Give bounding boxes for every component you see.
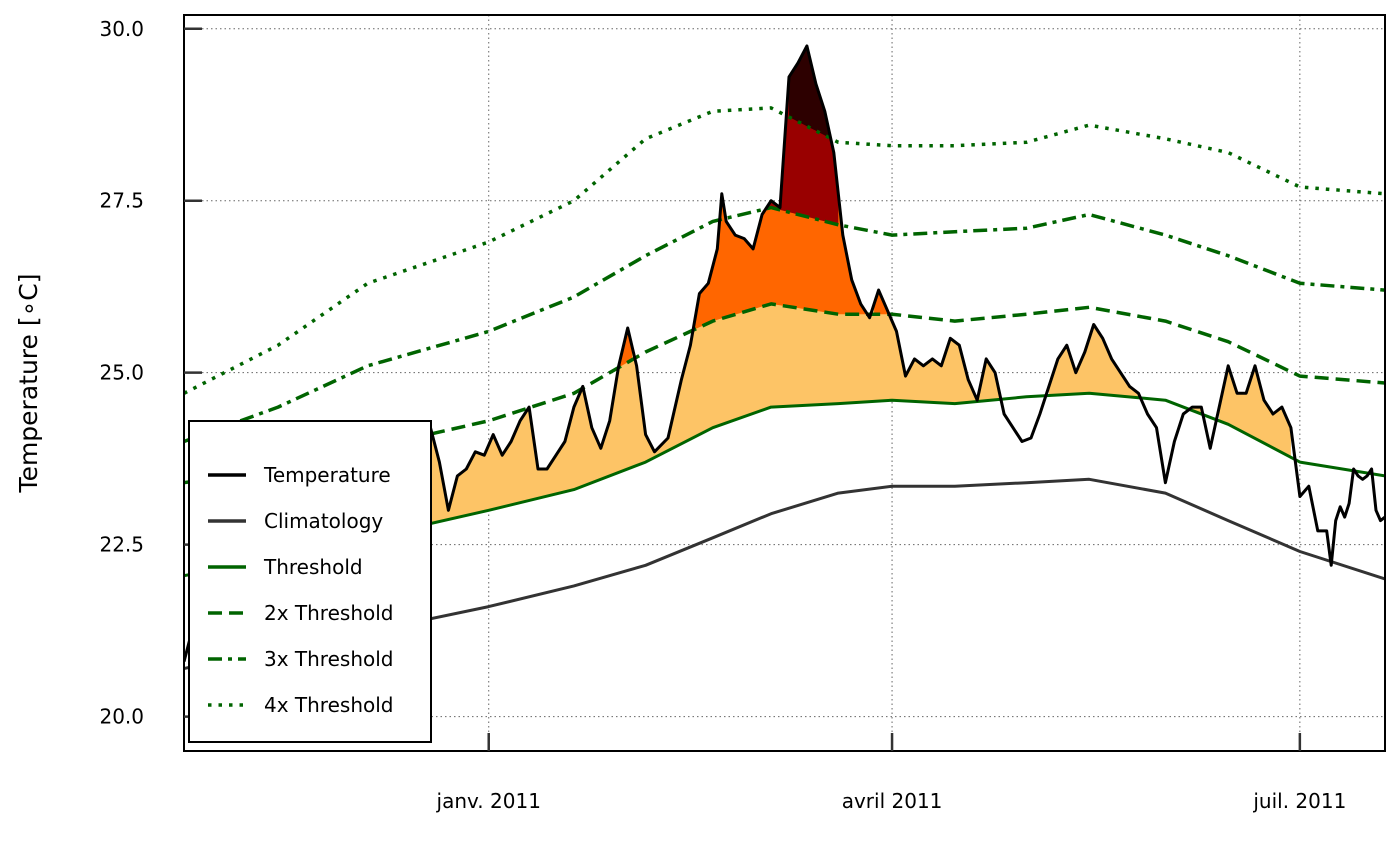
series-line-4x-threshold [184, 106, 1385, 395]
x-tick-label: juil. 2011 [1252, 789, 1346, 813]
y-tick-label: 30.0 [99, 17, 144, 41]
x-tick-label: janv. 2011 [436, 789, 541, 813]
legend-label-2x-threshold: 2x Threshold [264, 601, 393, 625]
fill-above-threshold [1219, 365, 1291, 458]
y-axis-title: Temperature [∘C] [14, 274, 43, 494]
line-layer [184, 44, 1385, 670]
legend-label-threshold: Threshold [263, 555, 363, 579]
y-tick-label: 22.5 [99, 533, 144, 557]
grid-layer [184, 15, 1385, 751]
legend-label-4x-threshold: 4x Threshold [264, 693, 393, 717]
y-tick-label: 20.0 [99, 705, 144, 729]
fill-above-4x-threshold [789, 46, 830, 138]
series-line-2x-threshold [184, 302, 1385, 485]
series-line-climatology [184, 477, 1385, 670]
y-tick-label: 25.0 [99, 361, 144, 385]
y-tick-label: 27.5 [99, 189, 144, 213]
legend-label-3x-threshold: 3x Threshold [264, 647, 393, 671]
series-line-3x-threshold [184, 205, 1385, 444]
fill-above-threshold [1048, 324, 1139, 398]
legend: Temperature Climatology Threshold 2x Thresh… [188, 420, 432, 743]
plot-frame [183, 14, 1386, 752]
fill-above-3x-threshold [766, 46, 839, 225]
series-line-threshold [184, 391, 1385, 578]
series-line-temperature [184, 44, 1385, 662]
legend-label-climatology: Climatology [264, 509, 383, 533]
legend-label-temperature: Temperature [263, 463, 391, 487]
x-tick-label: avril 2011 [842, 789, 943, 813]
